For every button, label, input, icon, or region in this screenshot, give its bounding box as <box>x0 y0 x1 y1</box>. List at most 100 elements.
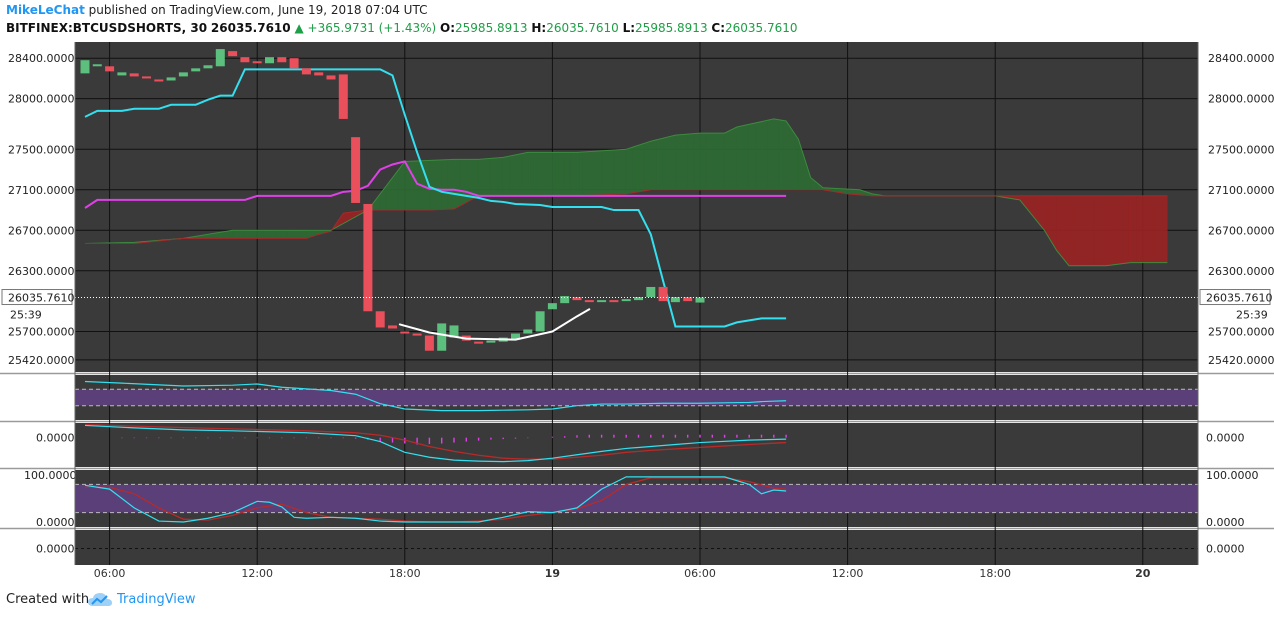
ichimoku-cloud-segment <box>250 230 258 239</box>
ichimoku-cloud-segment <box>1161 195 1168 263</box>
countdown-label-left: 25:39 <box>10 309 42 322</box>
y-tick-label-left: 28400.0000 <box>8 52 74 65</box>
ichimoku-cloud-segment <box>300 230 307 239</box>
ichimoku-cloud-segment <box>287 230 295 239</box>
lower-pane <box>75 530 1198 565</box>
ichimoku-cloud-segment <box>675 134 682 190</box>
ichimoku-cloud-segment <box>1118 195 1125 265</box>
candle <box>597 300 607 303</box>
tradingview-cloud-icon[interactable] <box>87 591 113 609</box>
ichimoku-cloud-segment <box>533 152 541 197</box>
candle <box>277 57 287 63</box>
price-change: +365.9731 (+1.43%) <box>307 21 437 35</box>
ichimoku-cloud-segment <box>1062 195 1070 267</box>
ichimoku-cloud-segment <box>410 160 418 211</box>
y-tick-label-right: 26700.0000 <box>1208 224 1274 237</box>
ichimoku-cloud-segment <box>509 154 516 197</box>
ichimoku-cloud-segment <box>478 158 485 197</box>
ichimoku-cloud-segment <box>1105 195 1113 266</box>
ichimoku-cloud-segment <box>724 129 731 190</box>
candle <box>621 299 631 302</box>
author-link[interactable]: MikeLeChat <box>6 3 85 17</box>
candle <box>634 297 643 301</box>
ichimoku-cloud-segment <box>1075 195 1082 266</box>
candle <box>412 333 422 336</box>
macd-line <box>84 424 787 463</box>
published-text: published on TradingView.com, June 19, 2… <box>88 3 428 17</box>
ichimoku-cloud-segment <box>441 159 449 210</box>
ichimoku-cloud-segment <box>459 159 467 206</box>
candle <box>646 286 656 298</box>
candle <box>154 79 164 82</box>
candle <box>388 325 397 329</box>
candle <box>560 296 570 304</box>
ichimoku-cloud-segment <box>1093 195 1100 266</box>
high-value: 26035.7610 <box>546 21 619 35</box>
ichimoku-cloud-segment <box>453 159 461 210</box>
open-label: O: <box>440 21 456 35</box>
y-tick-label-left: 27100.0000 <box>8 184 74 197</box>
candle <box>609 300 619 303</box>
candle <box>203 65 213 69</box>
ichimoku-cloud-segment <box>687 133 694 190</box>
candle <box>351 137 361 203</box>
ichimoku-cloud-segment <box>275 230 282 239</box>
tradingview-brand-link[interactable]: TradingView <box>117 592 196 607</box>
cup-pattern-curve <box>398 308 591 341</box>
ichimoku-cloud-segment <box>263 230 270 239</box>
candle <box>670 297 680 303</box>
candle <box>117 72 127 76</box>
low-label: L: <box>622 21 636 35</box>
ichimoku-cloud-segment <box>613 149 621 195</box>
time-axis-area <box>75 565 1198 583</box>
candle <box>142 76 151 79</box>
ichimoku-cloud-segment <box>496 157 504 197</box>
base-line <box>84 160 787 209</box>
stoch-tick-100-left: 100.0000 <box>24 469 77 482</box>
ichimoku-cloud-segment <box>269 230 276 239</box>
ichimoku-cloud-segment <box>1124 195 1131 264</box>
ichimoku-cloud-segment <box>257 230 264 239</box>
ichimoku-cloud-segment <box>490 157 498 197</box>
stoch-tick-0-left: 0.0000 <box>36 516 75 529</box>
close-value: 26035.7610 <box>725 21 798 35</box>
candle <box>511 333 520 340</box>
ichimoku-cloud-segment <box>484 158 492 197</box>
cloud-span-b-line <box>85 189 1168 244</box>
ichimoku-cloud-segment <box>589 151 596 196</box>
right-axis-area <box>1198 42 1274 583</box>
candle <box>178 72 188 77</box>
candle <box>191 68 201 72</box>
candle <box>80 60 90 74</box>
candle <box>363 203 373 312</box>
rsi-line <box>84 380 787 412</box>
rsi-band <box>75 389 1198 406</box>
candle <box>683 297 693 302</box>
price-chart[interactable]: 06:00 12:00 18:00 19 06:00 12:00 18:00 20 28400.… <box>0 42 1274 583</box>
y-tick-label-left: 25420.0000 <box>8 354 74 367</box>
candle <box>228 51 238 57</box>
ichimoku-cloud-segment <box>576 151 584 197</box>
ichimoku-cloud-segment <box>447 159 455 210</box>
y-tick-label-left: 27500.0000 <box>8 143 74 156</box>
ichimoku-cloud-segment <box>669 134 676 190</box>
ichimoku-cloud-segment <box>1136 195 1143 263</box>
ichimoku-cloud-segment <box>773 118 781 190</box>
candle <box>314 72 324 76</box>
last-price: 26035.7610 <box>210 21 291 35</box>
x-tick-label: 19 <box>545 567 560 580</box>
left-axis-area <box>0 42 75 583</box>
ichimoku-cloud-segment <box>429 160 436 211</box>
ichimoku-cloud-segment <box>730 126 738 190</box>
countdown-label-right: 25:39 <box>1236 309 1268 322</box>
ichimoku-cloud-segment <box>552 152 559 197</box>
ichimoku-cloud-segment <box>1068 195 1076 266</box>
ichimoku-cloud-segment <box>638 143 645 192</box>
ichimoku-cloud-segment <box>742 124 750 190</box>
stoch-k-line <box>84 476 787 523</box>
high-label: H: <box>531 21 547 35</box>
ichimoku-cloud-segment <box>749 122 756 190</box>
ichimoku-cloud-segment <box>1081 195 1088 266</box>
y-tick-label-left: 26700.0000 <box>8 224 74 237</box>
candle <box>265 57 274 64</box>
